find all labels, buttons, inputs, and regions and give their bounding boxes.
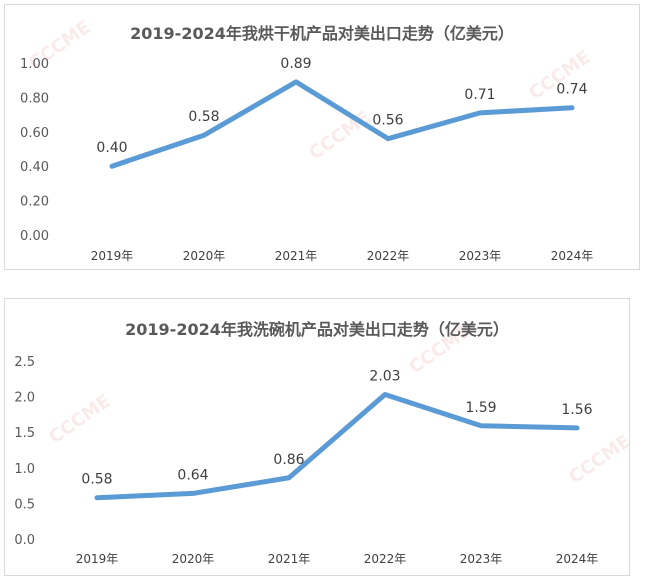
chart-title: 2019-2024年我烘干机产品对美出口走势（亿美元） <box>130 24 514 43</box>
line-chart-svg: 0.00 0.20 0.40 0.60 0.80 1.00 2019年 2020年 2021年 2… <box>20 56 594 263</box>
dryer-export-chart-panel: CCCME CCCME CCCME 2019-2024年我烘干机产品对美出口走势… <box>4 4 640 270</box>
x-category-label: 2023年 <box>459 249 502 263</box>
y-tick-label: 0.40 <box>20 160 49 175</box>
data-label: 0.74 <box>556 82 587 98</box>
series-line <box>94 391 580 501</box>
x-category-label: 2021年 <box>275 249 318 263</box>
x-category-label: 2022年 <box>364 552 407 566</box>
x-category-label: 2021年 <box>268 552 311 566</box>
y-tick-label: 0.0 <box>14 533 35 548</box>
data-label: 1.59 <box>465 400 496 416</box>
x-category-label: 2020年 <box>183 249 226 263</box>
x-category-label: 2020年 <box>172 552 215 566</box>
data-label: 0.86 <box>273 452 304 468</box>
y-tick-label: 1.00 <box>20 57 49 72</box>
x-category-label: 2024年 <box>556 552 599 566</box>
y-tick-label: 2.5 <box>14 355 35 370</box>
chart-title: 2019-2024年我洗碗机产品对美出口走势（亿美元） <box>125 320 509 339</box>
x-category-label: 2019年 <box>91 249 134 263</box>
data-label: 0.89 <box>280 56 311 72</box>
y-tick-label: 0.20 <box>20 195 49 210</box>
y-tick-label: 1.5 <box>14 426 35 441</box>
y-tick-label: 1.0 <box>14 462 35 477</box>
data-label: 2.03 <box>369 368 400 384</box>
data-label: 1.56 <box>561 402 592 418</box>
y-tick-label: 0.5 <box>14 497 35 512</box>
line-chart-svg: 0.0 0.5 1.0 1.5 2.0 2.5 2019年 2020年 2021年 2022年 20… <box>14 355 599 566</box>
data-label: 0.40 <box>96 140 127 156</box>
x-category-label: 2024年 <box>551 249 594 263</box>
y-tick-label: 0.00 <box>20 229 49 244</box>
data-label: 0.58 <box>188 109 219 125</box>
x-category-label: 2019年 <box>76 552 119 566</box>
data-label: 0.71 <box>464 87 495 103</box>
y-tick-label: 2.0 <box>14 391 35 406</box>
series-line <box>109 79 575 169</box>
x-category-label: 2023年 <box>460 552 503 566</box>
dishwasher-export-chart-panel: CCCME CCCME CCCME 2019-2024年我洗碗机产品对美出口走势… <box>4 298 630 576</box>
y-tick-label: 0.60 <box>20 126 49 141</box>
y-tick-label: 0.80 <box>20 91 49 106</box>
data-label: 0.56 <box>372 113 403 129</box>
x-category-label: 2022年 <box>367 249 410 263</box>
data-label: 0.58 <box>81 472 112 488</box>
data-label: 0.64 <box>177 467 208 483</box>
